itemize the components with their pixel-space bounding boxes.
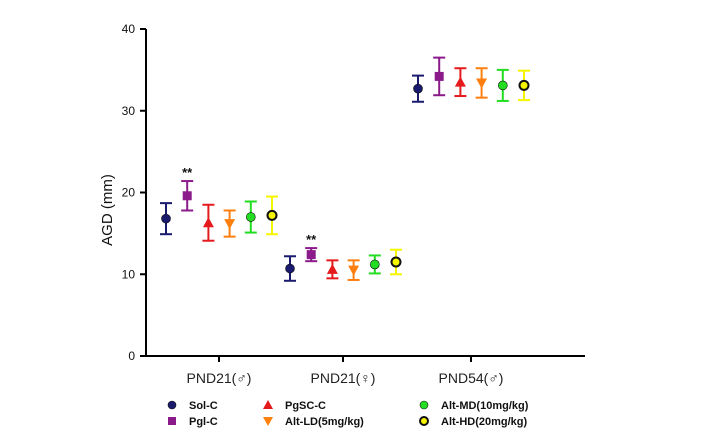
legend-marker — [168, 417, 176, 425]
x-tick-label: PND54(♂) — [439, 370, 504, 386]
data-point — [454, 76, 466, 87]
data-point — [306, 250, 316, 260]
legend-marker — [167, 400, 177, 410]
legend-label: Alt-LD(5mg/kg) — [285, 416, 364, 428]
data-point — [497, 80, 508, 91]
axes — [145, 29, 585, 357]
y-tick-label: 20 — [122, 186, 136, 200]
y-tick-label: 40 — [122, 22, 136, 36]
data-point — [434, 71, 444, 81]
legend-marker — [419, 400, 429, 410]
legend-label: PgSC-C — [285, 400, 326, 412]
data-point — [369, 259, 380, 270]
y-tick-label: 30 — [122, 104, 136, 118]
data-point — [202, 217, 214, 228]
data-point — [266, 209, 278, 221]
y-tick-label: 0 — [128, 349, 135, 363]
data-markers — [160, 56, 530, 282]
significance-label: ** — [306, 232, 317, 247]
data-point — [182, 191, 192, 201]
data-point — [326, 263, 338, 274]
legend-marker — [263, 417, 273, 426]
data-point — [285, 263, 295, 274]
category-labels: PND21(♂) PND21(♀) PND54(♂) — [187, 356, 504, 386]
significance-annotations: ** ** — [182, 165, 317, 247]
legend-marker — [263, 400, 273, 409]
data-point — [413, 83, 423, 94]
legend: Sol-C Pgl-C PgSC-C Alt-LD(5mg/kg) Alt-MD(10m… — [167, 400, 529, 428]
y-axis-title: AGD (mm) — [99, 174, 116, 246]
legend-label: Sol-C — [189, 400, 218, 412]
data-point — [348, 265, 360, 276]
data-point — [390, 256, 402, 268]
data-point — [518, 79, 530, 91]
legend-label: Alt-MD(10mg/kg) — [441, 400, 529, 412]
x-tick-label: PND21(♂) — [187, 370, 252, 386]
data-point — [161, 213, 171, 224]
significance-label: ** — [182, 165, 193, 180]
y-ticks: 0 10 20 30 40 — [122, 22, 146, 363]
legend-label: Alt-HD(20mg/kg) — [441, 416, 528, 428]
x-tick-label: PND21(♀) — [311, 370, 376, 386]
legend-marker — [419, 416, 429, 426]
data-point — [246, 212, 256, 222]
legend-label: Pgl-C — [189, 416, 218, 428]
y-tick-label: 10 — [122, 267, 136, 281]
data-point — [224, 219, 236, 230]
data-point — [476, 78, 488, 89]
